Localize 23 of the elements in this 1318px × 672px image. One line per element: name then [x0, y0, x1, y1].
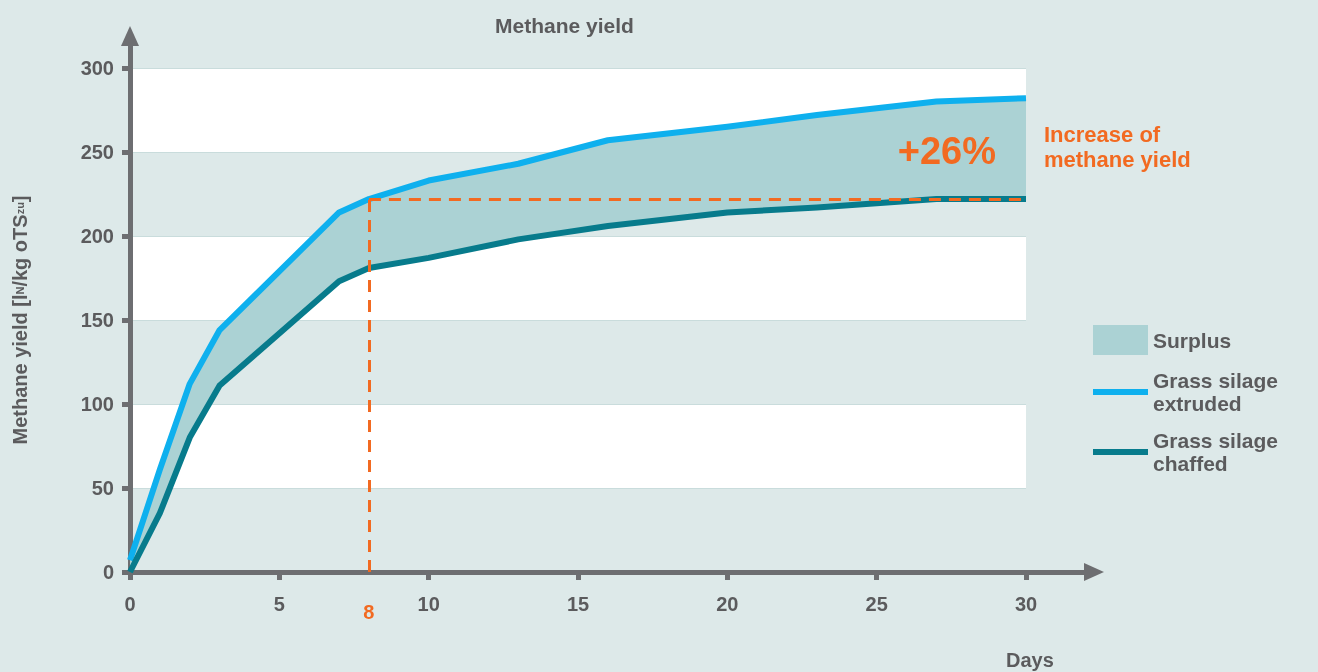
chart-title: Methane yield [495, 14, 634, 37]
y-tick-label: 300 [80, 57, 114, 79]
y-tick-label: 250 [80, 141, 114, 163]
text: Increase of methane yield [1044, 122, 1191, 172]
y-tick-label: 150 [80, 309, 114, 331]
y-tick-label: 0 [102, 561, 114, 583]
x-tick-label: 15 [566, 593, 590, 615]
x-axis-title: Days [1006, 649, 1054, 671]
legend-label: Grass silage chaffed [1153, 429, 1284, 475]
ref-line-label: 8 [363, 601, 375, 623]
annotation: +26% [897, 130, 996, 172]
y-tick-label: 200 [80, 225, 114, 247]
x-tick-label: 20 [716, 593, 739, 615]
x-tick-label: 10 [417, 593, 440, 615]
y-tick-label: 50 [91, 477, 114, 499]
x-tick-label: 5 [273, 593, 285, 615]
x-tick-label: 25 [865, 593, 888, 615]
x-tick-label: 30 [1014, 593, 1038, 615]
legend-label: Surplus [1153, 328, 1232, 352]
x-tick-label: 0 [124, 593, 136, 615]
y-axis-title: Methane yield [lN/kg oTSzu] [9, 195, 31, 445]
y-tick-label: 100 [80, 393, 114, 415]
legend-label: Grass silage extruded [1153, 369, 1284, 415]
